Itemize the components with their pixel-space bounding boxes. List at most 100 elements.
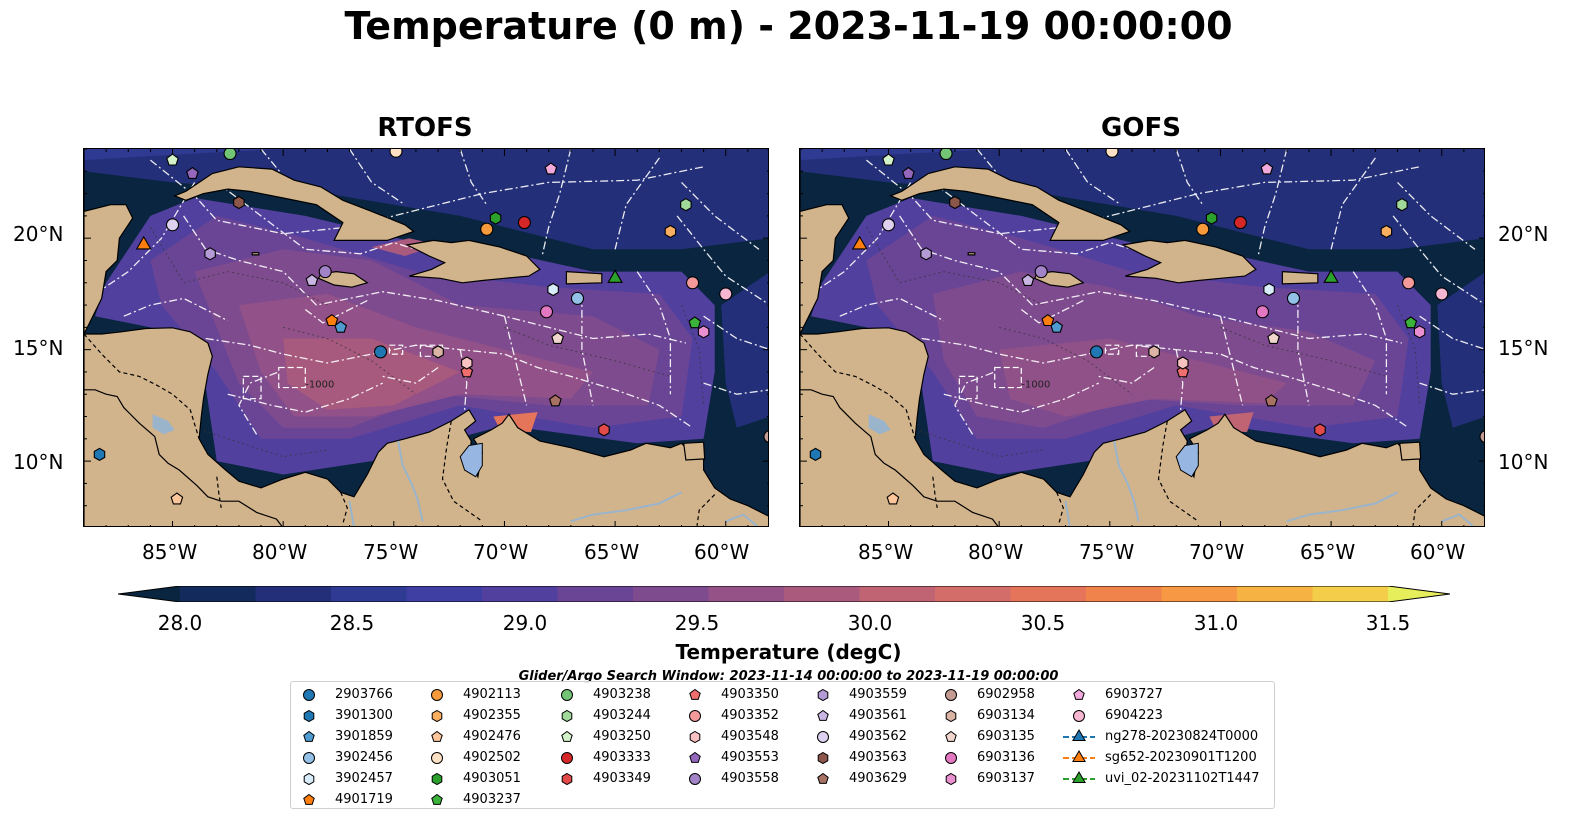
marker-3902456[interactable] bbox=[570, 291, 585, 305]
marker-4903563[interactable] bbox=[949, 195, 961, 210]
marker-4903352[interactable] bbox=[1401, 276, 1416, 290]
marker-4903559[interactable] bbox=[920, 247, 932, 261]
legend-label: ng278-20230824T0000 bbox=[1105, 729, 1259, 744]
eez-line bbox=[348, 149, 406, 206]
lon-tick-label: 85°W bbox=[142, 540, 198, 564]
map-panel-rtofs[interactable]: -1000 bbox=[83, 148, 769, 527]
marker-4903333[interactable] bbox=[517, 216, 531, 230]
marker-6903727[interactable] bbox=[544, 162, 558, 175]
marker-4903051[interactable] bbox=[489, 211, 502, 225]
marker-6903136[interactable] bbox=[539, 305, 554, 319]
legend-entry: 4902355 bbox=[419, 705, 521, 726]
marker-4902113[interactable] bbox=[1196, 222, 1210, 236]
eez-line bbox=[976, 149, 1000, 177]
marker-4903244[interactable] bbox=[680, 198, 692, 212]
eez-line bbox=[1352, 271, 1388, 395]
eez-box bbox=[388, 344, 404, 355]
eez-line bbox=[1397, 181, 1476, 250]
marker-4903051[interactable] bbox=[1205, 211, 1218, 225]
marker-4903553[interactable] bbox=[186, 166, 199, 179]
marker-4903559[interactable] bbox=[204, 247, 216, 261]
marker-6902958[interactable] bbox=[763, 430, 769, 443]
marker-4903238[interactable] bbox=[939, 149, 953, 161]
marker-6903727[interactable] bbox=[1260, 162, 1274, 175]
land-hispaniola bbox=[405, 239, 541, 284]
marker-4903350[interactable] bbox=[460, 365, 474, 378]
marker-sg652-20230901T1200[interactable] bbox=[851, 235, 868, 250]
legend-label: 4902355 bbox=[463, 708, 521, 723]
marker-4903250[interactable] bbox=[882, 153, 895, 166]
circle-marker-icon bbox=[945, 689, 957, 701]
marker-4903563[interactable] bbox=[233, 195, 245, 210]
marker-3902457[interactable] bbox=[547, 282, 559, 297]
marker-4902502[interactable] bbox=[1105, 149, 1119, 158]
marker-4903548[interactable] bbox=[1177, 356, 1189, 370]
marker-4903238[interactable] bbox=[223, 149, 237, 161]
marker-3901300[interactable] bbox=[93, 447, 106, 462]
bathymetry-line bbox=[910, 427, 1044, 458]
eez-line bbox=[1020, 300, 1084, 324]
colorbar-tick-label: 31.5 bbox=[1365, 611, 1411, 635]
marker-4903562[interactable] bbox=[881, 218, 896, 232]
marker-3902456[interactable] bbox=[1286, 291, 1301, 305]
marker-4901719[interactable] bbox=[1041, 314, 1055, 327]
legend: 2903766 3901300 3901859 3902456 3902457 49017… bbox=[290, 681, 1275, 809]
map-panel-gofs[interactable]: -1000 bbox=[799, 148, 1485, 527]
marker-4903629[interactable] bbox=[1264, 394, 1278, 407]
marker-4903561[interactable] bbox=[305, 273, 319, 286]
marker-4902355[interactable] bbox=[664, 224, 677, 239]
marker-4902113[interactable] bbox=[480, 222, 494, 236]
lon-tick-label: 75°W bbox=[363, 540, 419, 564]
marker-3902457[interactable] bbox=[1263, 282, 1275, 297]
marker-4903352[interactable] bbox=[685, 276, 700, 290]
marker-6903136[interactable] bbox=[1255, 305, 1270, 319]
marker-4903629[interactable] bbox=[548, 394, 562, 407]
marker-4903350[interactable] bbox=[1176, 365, 1190, 378]
marker-6903134[interactable] bbox=[1148, 345, 1160, 359]
legend-entry: 6903135 bbox=[933, 726, 1035, 747]
river-line bbox=[1113, 440, 1140, 522]
marker-4903349[interactable] bbox=[1314, 423, 1326, 437]
marker-4903237[interactable] bbox=[688, 316, 702, 329]
marker-sg652-20230901T1200[interactable] bbox=[135, 235, 152, 250]
marker-4903558[interactable] bbox=[1034, 265, 1048, 279]
marker-6902958[interactable] bbox=[1479, 430, 1485, 443]
marker-4902476[interactable] bbox=[886, 492, 900, 505]
marker-2903766[interactable] bbox=[1089, 345, 1104, 359]
marker-4903333[interactable] bbox=[1233, 216, 1247, 230]
marker-6904223[interactable] bbox=[719, 287, 733, 301]
colorbar-bin bbox=[406, 586, 483, 602]
marker-4902502[interactable] bbox=[389, 149, 403, 158]
marker-6903137[interactable] bbox=[1413, 325, 1426, 339]
marker-4903558[interactable] bbox=[318, 265, 332, 279]
river-line bbox=[1064, 501, 1071, 526]
marker-4903250[interactable] bbox=[166, 153, 179, 166]
marker-2903766[interactable] bbox=[373, 345, 388, 359]
marker-6903135[interactable] bbox=[551, 331, 564, 344]
marker-4902476[interactable] bbox=[170, 492, 184, 505]
country-border bbox=[340, 492, 348, 524]
marker-4902355[interactable] bbox=[1380, 224, 1393, 239]
marker-6903134[interactable] bbox=[432, 345, 444, 359]
marker-uvi_02-20231102T1447[interactable] bbox=[607, 269, 623, 283]
marker-4903349[interactable] bbox=[598, 423, 610, 437]
legend-label: 4901719 bbox=[335, 792, 393, 807]
marker-6903135[interactable] bbox=[1267, 331, 1280, 344]
colorbar-bin bbox=[1237, 586, 1313, 602]
colorbar-tick-label: 29.5 bbox=[674, 611, 720, 635]
eez-line bbox=[503, 316, 528, 406]
legend-entry: 4903244 bbox=[549, 705, 651, 726]
marker-3901300[interactable] bbox=[809, 447, 822, 462]
marker-6903137[interactable] bbox=[697, 325, 710, 339]
marker-4903237[interactable] bbox=[1404, 316, 1418, 329]
legend-label: 6904223 bbox=[1105, 708, 1163, 723]
marker-4903561[interactable] bbox=[1021, 273, 1035, 286]
marker-4903553[interactable] bbox=[902, 166, 915, 179]
marker-4901719[interactable] bbox=[325, 314, 339, 327]
marker-6904223[interactable] bbox=[1435, 287, 1449, 301]
marker-4903548[interactable] bbox=[461, 356, 473, 370]
legend-entry: 6903137 bbox=[933, 768, 1035, 789]
marker-4903244[interactable] bbox=[1396, 198, 1408, 212]
marker-uvi_02-20231102T1447[interactable] bbox=[1323, 269, 1339, 283]
marker-4903562[interactable] bbox=[165, 218, 180, 232]
